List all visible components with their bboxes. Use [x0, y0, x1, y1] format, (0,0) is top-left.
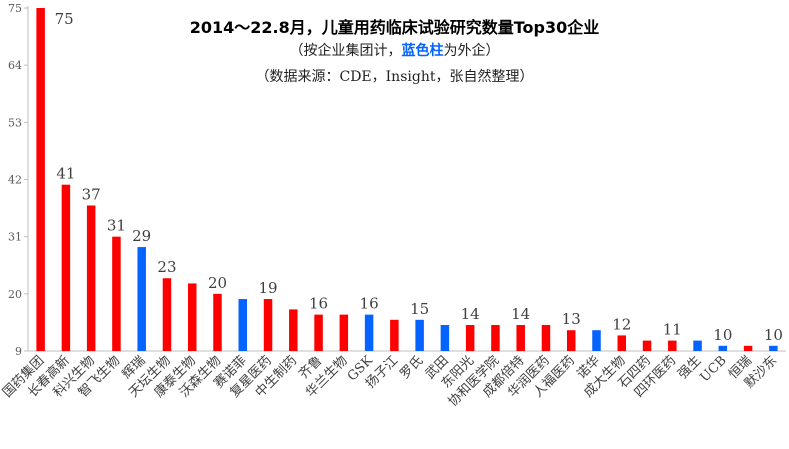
- data-label: 10: [764, 326, 783, 344]
- bar-23: [592, 330, 601, 351]
- data-label: 16: [360, 295, 379, 313]
- data-label: 14: [511, 305, 530, 323]
- bar-20: [516, 325, 525, 351]
- data-label: 31: [107, 217, 126, 235]
- data-label: 15: [410, 300, 429, 318]
- y-tick-label: 42: [8, 174, 22, 187]
- bar-10: [263, 299, 273, 351]
- bar-15: [390, 319, 399, 351]
- subtitle-prefix: （按企业集团计，: [289, 43, 402, 59]
- data-label: 16: [309, 295, 328, 313]
- y-tick-label: 64: [8, 59, 22, 72]
- bar-19: [491, 325, 500, 351]
- data-label: 23: [157, 258, 176, 276]
- bar-28: [718, 345, 728, 351]
- bar-17: [440, 325, 450, 351]
- data-label: 10: [713, 326, 732, 344]
- data-label: 12: [612, 315, 631, 333]
- data-label: 75: [55, 10, 74, 28]
- data-label: 20: [208, 274, 227, 292]
- data-label: 29: [132, 227, 151, 245]
- x-tick-label: UCB: [698, 353, 730, 385]
- bar-29: [743, 345, 753, 351]
- bar-13: [339, 314, 349, 351]
- data-label: 14: [461, 305, 480, 323]
- x-tick-label: 罗氏: [397, 353, 426, 382]
- bar-2: [61, 184, 71, 351]
- chart-source: （数据来源：CDE，Insight，张自然整理）: [255, 69, 534, 85]
- subtitle-suffix: 为外企）: [443, 43, 500, 59]
- chart-subtitle: （按企业集团计，蓝色柱为外企）: [0, 40, 789, 60]
- data-label: 41: [56, 165, 75, 183]
- bar-30: [769, 345, 778, 351]
- y-tick-label: 75: [8, 2, 22, 15]
- bar-24: [617, 335, 627, 351]
- bar-12: [314, 314, 323, 351]
- bar-3: [86, 205, 96, 351]
- bar-22: [566, 330, 576, 351]
- bar-16: [415, 319, 424, 351]
- bar-7: [187, 283, 197, 351]
- bar-5: [137, 247, 146, 351]
- bar-1: [36, 8, 45, 351]
- subtitle-highlight: 蓝色柱: [401, 43, 444, 59]
- bar-27: [693, 340, 702, 351]
- data-label: 13: [562, 310, 581, 328]
- y-tick-label: 53: [8, 116, 22, 129]
- bar-26: [668, 340, 677, 351]
- chart-title: 2014～22.8月，儿童用药临床试验研究数量Top30企业: [189, 18, 600, 37]
- bar-11: [289, 309, 298, 351]
- data-label: 11: [663, 321, 682, 339]
- bar-14: [364, 314, 374, 351]
- bar-9: [238, 299, 248, 351]
- y-tick-label: 20: [8, 288, 22, 301]
- data-label: 19: [258, 279, 277, 297]
- bar-8: [213, 293, 222, 351]
- bar-6: [162, 278, 172, 351]
- bar-25: [642, 340, 652, 351]
- bar-4: [112, 236, 121, 351]
- data-label: 37: [82, 185, 101, 203]
- bar-21: [541, 325, 551, 351]
- y-tick-label: 31: [8, 231, 22, 244]
- bar-18: [465, 325, 475, 351]
- y-tick-label: 9: [15, 345, 22, 358]
